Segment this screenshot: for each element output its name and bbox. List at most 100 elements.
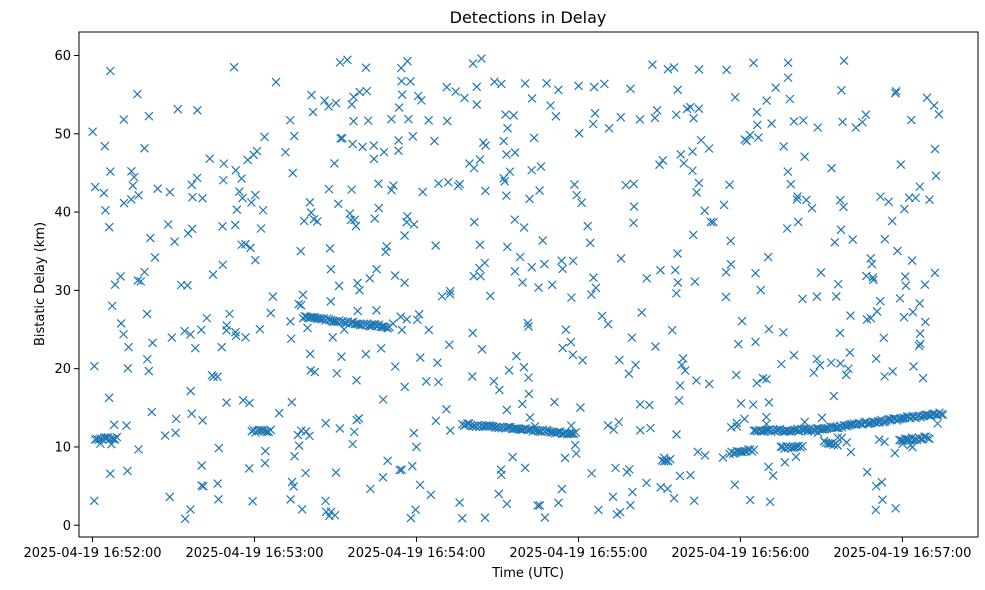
detection-marker — [815, 360, 825, 370]
detection-marker — [290, 451, 299, 461]
detection-marker — [571, 449, 581, 459]
detection-marker — [147, 407, 157, 417]
detection-marker — [485, 291, 495, 301]
detection-marker — [758, 373, 768, 383]
detection-marker — [390, 362, 400, 371]
detection-marker — [812, 292, 822, 301]
detection-marker — [829, 391, 839, 401]
detection-marker — [608, 492, 618, 502]
detection-marker — [442, 116, 452, 126]
detection-marker — [586, 290, 596, 299]
detection-marker — [167, 333, 177, 343]
detection-marker — [301, 468, 311, 478]
detection-marker — [349, 427, 359, 437]
detection-marker — [789, 350, 799, 360]
detection-marker — [374, 179, 383, 189]
detection-marker — [256, 224, 266, 233]
detection-marker — [348, 139, 358, 149]
detection-marker — [621, 180, 631, 190]
detection-marker — [306, 208, 316, 218]
detection-marker — [726, 259, 736, 269]
detection-marker — [409, 220, 419, 229]
y-tick-label: 30 — [54, 284, 71, 299]
detection-marker — [374, 203, 384, 213]
detection-marker — [352, 375, 361, 385]
detection-marker — [566, 337, 576, 347]
detection-marker — [845, 348, 855, 357]
detection-marker — [742, 136, 752, 146]
detection-marker — [442, 404, 451, 414]
detection-marker — [719, 200, 729, 210]
detection-marker — [583, 221, 593, 231]
detection-marker — [476, 271, 486, 281]
detection-marker — [866, 253, 876, 263]
detection-marker — [190, 343, 200, 353]
detection-marker — [218, 175, 228, 185]
detection-marker — [785, 94, 795, 104]
detection-marker — [324, 511, 334, 521]
detection-marker — [557, 484, 567, 494]
detection-marker — [700, 206, 710, 216]
detection-marker — [558, 264, 568, 274]
detection-marker — [515, 252, 525, 262]
detection-marker — [197, 461, 207, 471]
detection-marker — [704, 144, 714, 153]
detection-marker — [248, 496, 258, 506]
detection-marker — [841, 421, 850, 431]
detection-marker — [692, 188, 702, 197]
detection-marker — [658, 155, 668, 165]
detection-marker — [800, 152, 810, 162]
detection-marker — [768, 471, 778, 480]
detection-marker — [762, 419, 771, 429]
detection-marker — [553, 85, 563, 95]
detection-marker — [336, 134, 346, 143]
detection-marker — [434, 377, 443, 387]
detection-marker — [381, 247, 391, 257]
detection-marker — [773, 425, 783, 435]
detection-marker — [163, 220, 173, 229]
detection-marker — [679, 158, 689, 168]
y-axis-label: Bistatic Delay (km) — [33, 222, 48, 346]
detection-marker — [140, 267, 149, 277]
detection-marker — [527, 262, 537, 272]
detection-marker — [324, 184, 334, 194]
detection-marker — [872, 307, 882, 316]
detection-marker — [656, 265, 665, 275]
detection-marker — [524, 373, 533, 383]
detection-marker — [237, 240, 247, 250]
chart-title: Detections in Delay — [450, 8, 607, 27]
detection-marker — [787, 443, 797, 453]
detection-marker — [673, 278, 683, 287]
detection-marker — [225, 309, 234, 319]
detection-marker — [877, 477, 887, 487]
detection-marker — [403, 114, 413, 124]
detection-marker — [188, 192, 197, 202]
detection-marker — [867, 259, 877, 269]
detection-marker — [933, 419, 943, 428]
detection-marker — [388, 319, 398, 328]
detection-marker — [689, 113, 698, 123]
detection-marker — [776, 359, 786, 369]
detection-marker — [303, 323, 312, 333]
detection-marker — [762, 96, 772, 106]
detection-marker — [306, 365, 316, 375]
detection-marker — [538, 236, 548, 245]
detection-marker — [219, 159, 229, 169]
detection-marker — [587, 468, 597, 478]
detection-marker — [378, 395, 388, 404]
detection-marker — [721, 292, 731, 302]
detection-marker — [672, 429, 681, 439]
detection-marker — [104, 393, 114, 403]
detection-marker — [408, 131, 418, 141]
detection-marker — [818, 424, 828, 434]
detection-marker — [629, 179, 639, 189]
detection-marker — [383, 456, 392, 466]
detection-marker — [868, 272, 878, 282]
detection-marker — [764, 397, 774, 407]
detection-marker — [128, 181, 138, 191]
detection-marker — [812, 354, 822, 364]
detection-marker — [819, 436, 829, 446]
detection-marker — [694, 178, 704, 188]
detection-marker — [782, 224, 792, 233]
detection-marker — [574, 128, 584, 138]
